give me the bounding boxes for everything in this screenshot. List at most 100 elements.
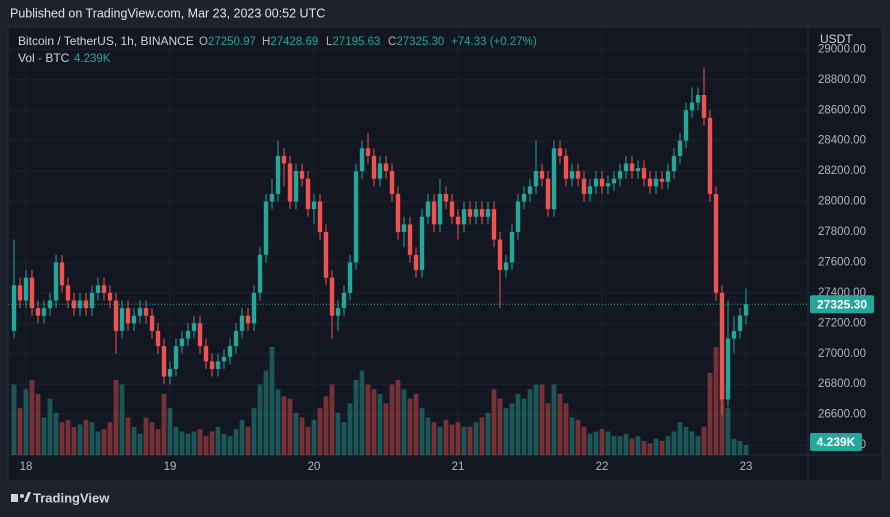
candle-body — [605, 183, 611, 187]
candle-body — [521, 193, 527, 202]
y-tick-label: 27800.00 — [818, 226, 866, 238]
volume-bar — [647, 443, 653, 455]
candle-body — [95, 285, 101, 293]
volume-bar — [719, 384, 725, 455]
volume-bar — [557, 393, 563, 455]
volume-bar — [233, 429, 239, 455]
volume-bar — [305, 426, 311, 455]
volume-bar — [185, 433, 191, 455]
volume-bar — [689, 431, 695, 455]
volume-bar — [239, 419, 245, 455]
ohlc-value: 27250.97 — [208, 36, 256, 48]
volume-pane — [11, 347, 749, 455]
volume-bar — [137, 433, 143, 455]
candle-body — [263, 201, 269, 255]
candle-body — [287, 163, 293, 202]
candle-body — [185, 330, 191, 339]
volume-title: Vol · BTC — [18, 51, 70, 65]
volume-bar — [209, 431, 215, 455]
volume-bar — [167, 408, 173, 455]
candle-body — [359, 148, 365, 172]
volume-bar — [17, 408, 23, 455]
candle-body — [689, 102, 695, 111]
candle-body — [323, 231, 329, 278]
volume-bar — [191, 431, 197, 455]
symbol-title: Bitcoin / TetherUS, 1h, BINANCE — [18, 34, 194, 48]
candle-body — [557, 148, 563, 156]
candle-body — [131, 315, 137, 324]
volume-bar — [281, 396, 287, 455]
volume-bar — [389, 384, 395, 455]
candle-body — [665, 171, 671, 182]
x-tick-label: 18 — [20, 461, 33, 473]
volume-bar — [581, 426, 587, 455]
volume-bar — [71, 426, 77, 455]
candle-body — [695, 94, 701, 103]
candle-body — [23, 277, 29, 301]
candle-body — [197, 323, 203, 347]
volume-bar — [455, 422, 461, 455]
volume-bar — [65, 419, 71, 455]
candle-body — [101, 285, 107, 293]
y-tick-label: 28600.00 — [818, 104, 866, 116]
ohlc-value: 27325.30 — [396, 36, 444, 48]
candle-body — [545, 178, 551, 210]
ohlc-letter: C — [388, 36, 396, 48]
volume-bar — [113, 379, 119, 455]
volume-bar — [743, 445, 749, 455]
candle-body — [629, 163, 635, 172]
candle-body — [473, 209, 479, 217]
chart-frame — [7, 26, 883, 482]
volume-bar — [479, 417, 485, 455]
candle-body — [89, 292, 95, 309]
volume-badge-label: 4.239K — [817, 435, 856, 449]
volume-bar — [227, 436, 233, 455]
price-unit: USDT — [820, 32, 853, 46]
volume-bar — [197, 429, 203, 455]
candle-body — [623, 163, 629, 172]
candle-body — [41, 308, 47, 316]
candle-body — [635, 168, 641, 172]
volume-bar — [449, 424, 455, 455]
volume-bar — [383, 403, 389, 455]
ohlc-value: 27195.63 — [332, 36, 380, 48]
candle-body — [731, 330, 737, 339]
volume-bar — [737, 440, 743, 455]
candle-body — [743, 304, 749, 316]
y-tick-label: 27600.00 — [818, 256, 866, 268]
candle-body — [713, 193, 719, 293]
candle-body — [485, 209, 491, 217]
candle-body — [269, 193, 275, 202]
candle-body — [299, 171, 305, 179]
y-tick-label: 26800.00 — [818, 378, 866, 390]
candle-body — [527, 186, 533, 194]
volume-bar — [575, 419, 581, 455]
candle-body — [209, 361, 215, 369]
candle-body — [203, 346, 209, 362]
candle-body — [113, 300, 119, 331]
volume-bar — [503, 408, 509, 455]
volume-bar — [359, 370, 365, 455]
volume-bar — [593, 431, 599, 455]
candle-body — [719, 292, 725, 400]
volume-bar — [653, 438, 659, 455]
volume-bar — [173, 426, 179, 455]
candle-body — [449, 201, 455, 217]
candle-body — [245, 315, 251, 324]
volume-bar — [35, 393, 41, 455]
candle-body — [599, 178, 605, 187]
volume-bar — [551, 384, 557, 455]
candle-body — [305, 178, 311, 210]
candle-body — [365, 148, 371, 156]
published-note: Published on TradingView.com, Mar 23, 20… — [10, 6, 325, 20]
volume-bar — [521, 398, 527, 455]
candle-body — [575, 171, 581, 179]
volume-bar — [665, 436, 671, 455]
ohlc-letter: L — [326, 36, 333, 48]
candle-body — [107, 292, 113, 301]
volume-bar — [683, 426, 689, 455]
candle-body — [725, 338, 731, 400]
volume-bar — [599, 429, 605, 455]
volume-bar — [101, 429, 107, 455]
